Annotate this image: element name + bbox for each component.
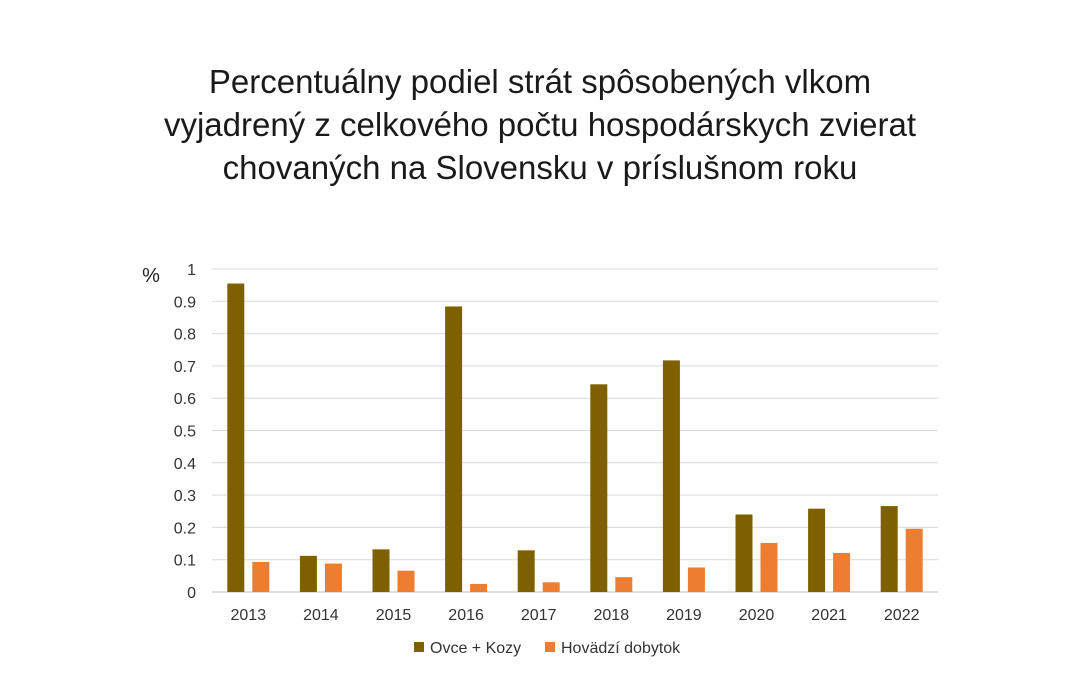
y-tick-labels: 0 0.1 0.2 0.3 0.4 0.5 0.6 0.7 0.8 0.9 1 (174, 262, 196, 602)
bar-ovce-kozy-2019 (662, 360, 680, 592)
x-tick-label: 2018 (594, 607, 630, 624)
chart-title: Percentuálny podiel strát spôsobených vl… (163, 63, 917, 186)
bar-hovadzi-dobytok-2019 (687, 567, 705, 592)
x-tick-label: 2017 (521, 607, 557, 624)
legend-label: Ovce + Kozy (430, 640, 521, 657)
bar-ovce-kozy-2020 (735, 514, 753, 592)
bar-ovce-kozy-2022 (880, 506, 898, 592)
bar-ovce-kozy-2017 (517, 550, 535, 592)
bars (227, 283, 923, 592)
y-tick-label: 0 (187, 585, 196, 602)
gridlines (212, 268, 938, 593)
bar-hovadzi-dobytok-2017 (542, 582, 560, 592)
legend: Ovce + Kozy Hovädzí dobytok (414, 640, 681, 657)
x-tick-label: 2016 (448, 607, 484, 624)
x-tick-labels: 2013 2014 2015 2016 2017 2018 2019 2020 2021 2022 (231, 607, 920, 624)
x-tick-label: 2013 (231, 607, 267, 624)
bar-hovadzi-dobytok-2020 (760, 542, 778, 592)
y-tick-label: 0.9 (174, 294, 196, 311)
bar-ovce-kozy-2015 (372, 549, 390, 592)
bar-ovce-kozy-2021 (808, 508, 826, 592)
y-tick-label: 0.4 (174, 456, 196, 473)
legend-swatch (414, 642, 424, 652)
x-tick-label: 2021 (811, 607, 847, 624)
y-tick-label: 0.5 (174, 424, 196, 441)
y-axis-unit-label: % (142, 265, 160, 287)
bar-hovadzi-dobytok-2018 (615, 577, 633, 592)
legend-label: Hovädzí dobytok (561, 640, 681, 657)
y-tick-label: 0.2 (174, 520, 196, 537)
bar-hovadzi-dobytok-2013 (252, 561, 270, 592)
x-tick-label: 2014 (303, 607, 339, 624)
y-tick-label: 0.8 (174, 327, 196, 344)
bar-hovadzi-dobytok-2015 (397, 570, 415, 592)
x-tick-label: 2015 (376, 607, 412, 624)
y-tick-label: 0.7 (174, 359, 196, 376)
bar-hovadzi-dobytok-2021 (833, 552, 851, 592)
x-tick-label: 2022 (884, 607, 920, 624)
bar-ovce-kozy-2013 (227, 283, 245, 592)
bar-ovce-kozy-2016 (445, 306, 463, 592)
x-tick-label: 2019 (666, 607, 702, 624)
y-tick-label: 0.6 (174, 391, 196, 408)
y-tick-label: 1 (187, 262, 196, 279)
y-tick-label: 0.1 (174, 553, 196, 570)
bar-hovadzi-dobytok-2022 (905, 528, 923, 592)
legend-swatch (545, 642, 555, 652)
bar-hovadzi-dobytok-2016 (470, 583, 488, 592)
bar-hovadzi-dobytok-2014 (324, 563, 342, 592)
bar-ovce-kozy-2018 (590, 384, 608, 592)
y-tick-label: 0.3 (174, 488, 196, 505)
bar-ovce-kozy-2014 (299, 555, 317, 592)
x-tick-label: 2020 (739, 607, 775, 624)
